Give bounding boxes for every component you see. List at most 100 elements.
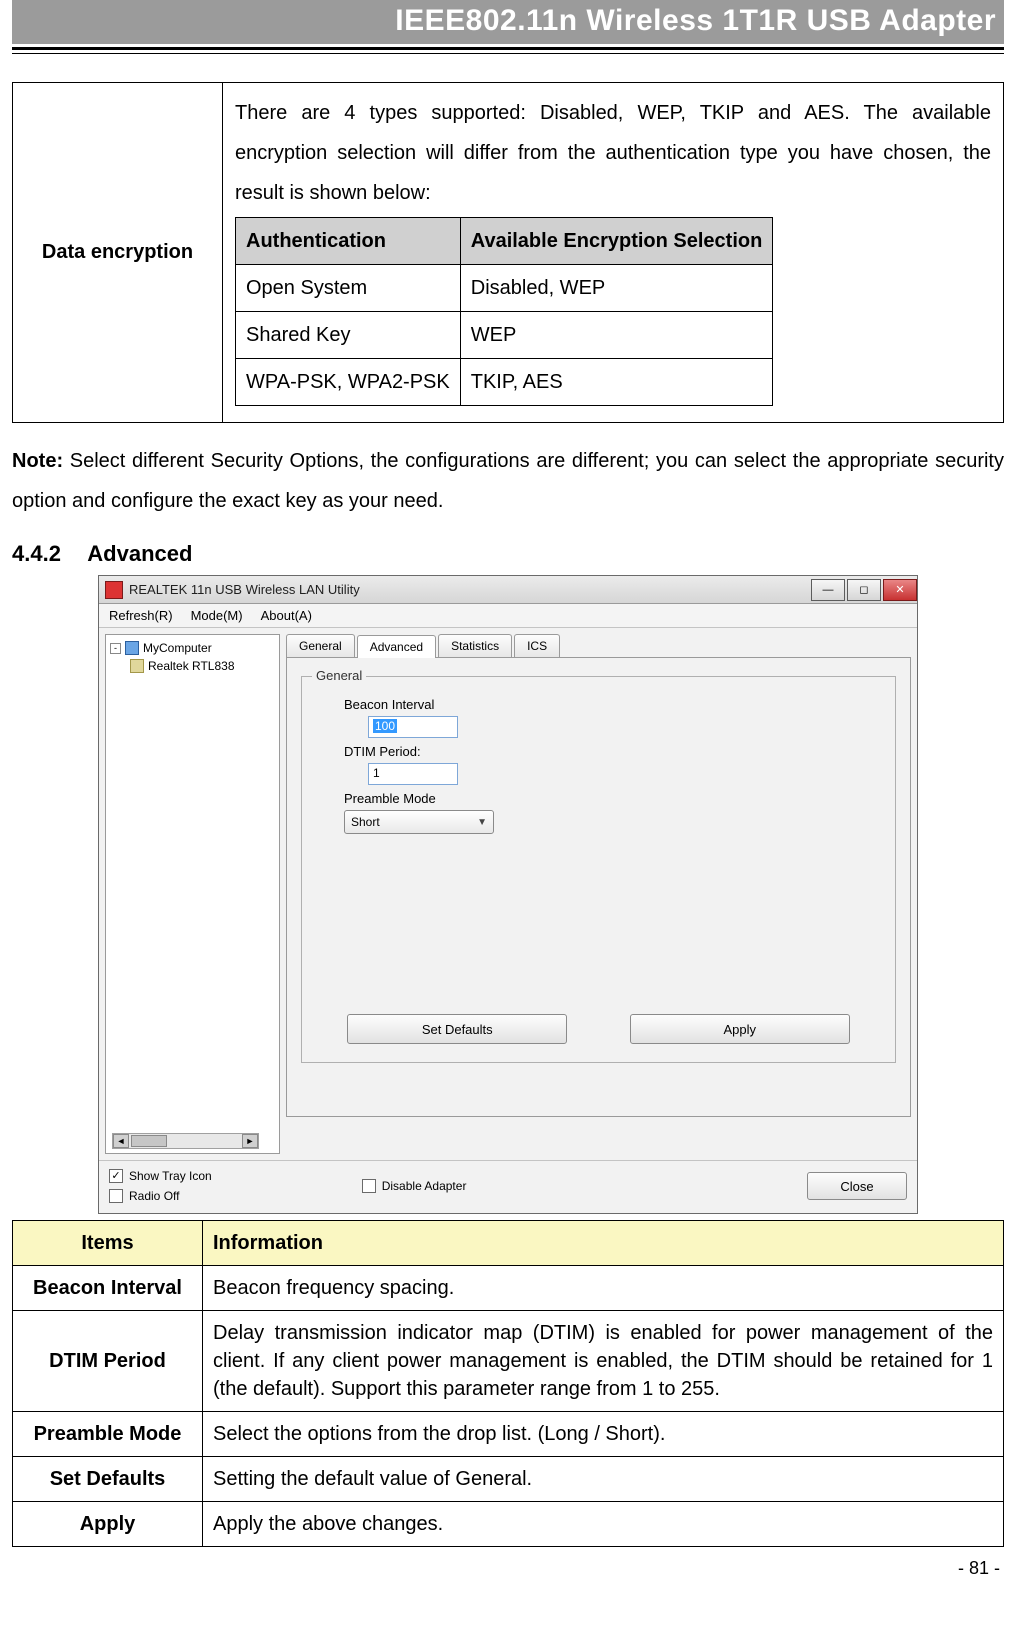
items-information-table: Items Information Beacon Interval Beacon… — [12, 1220, 1004, 1547]
enc-cell: TKIP, AES — [460, 359, 773, 406]
close-window-button[interactable]: ✕ — [883, 579, 917, 601]
preamble-mode-label: Preamble Mode — [344, 791, 881, 806]
encryption-header: Available Encryption Selection — [460, 218, 773, 265]
close-button[interactable]: Close — [807, 1172, 907, 1200]
information-header: Information — [203, 1221, 1004, 1266]
note-label: Note: — [12, 450, 63, 472]
checkbox-checked-icon: ✓ — [109, 1169, 123, 1183]
title-bar: REALTEK 11n USB Wireless LAN Utility — ◻… — [99, 576, 917, 604]
data-encryption-cell: There are 4 types supported: Disabled, W… — [223, 83, 1004, 423]
apply-button[interactable]: Apply — [630, 1014, 850, 1044]
tab-panel-advanced: General Beacon Interval 100 DTIM Period:… — [286, 657, 911, 1117]
page-number: - 81 - — [958, 1558, 1000, 1579]
computer-icon — [125, 641, 139, 655]
item-info: Setting the default value of General. — [203, 1457, 1004, 1502]
table-row: Shared Key WEP — [236, 312, 773, 359]
tab-ics[interactable]: ICS — [514, 634, 560, 657]
menu-mode[interactable]: Mode(M) — [191, 608, 243, 623]
tree-collapse-icon[interactable]: - — [110, 643, 121, 654]
tab-statistics[interactable]: Statistics — [438, 634, 512, 657]
table-row: Preamble Mode Select the options from th… — [13, 1412, 1004, 1457]
app-footer: ✓ Show Tray Icon Radio Off Disable Adapt… — [99, 1160, 917, 1213]
beacon-interval-value: 100 — [373, 719, 397, 733]
tab-advanced[interactable]: Advanced — [357, 635, 436, 658]
auth-cell: WPA-PSK, WPA2-PSK — [236, 359, 461, 406]
item-info: Apply the above changes. — [203, 1502, 1004, 1547]
dtim-period-value: 1 — [373, 766, 380, 780]
scroll-right-icon[interactable]: ► — [242, 1134, 258, 1148]
item-info: Select the options from the drop list. (… — [203, 1412, 1004, 1457]
table-row: Open System Disabled, WEP — [236, 265, 773, 312]
show-tray-checkbox[interactable]: ✓ Show Tray Icon — [109, 1169, 212, 1183]
tab-strip: General Advanced Statistics ICS — [286, 634, 911, 657]
set-defaults-button[interactable]: Set Defaults — [347, 1014, 567, 1044]
auth-encryption-table: Authentication Available Encryption Sele… — [235, 217, 773, 406]
menu-about[interactable]: About(A) — [261, 608, 312, 623]
beacon-interval-label: Beacon Interval — [344, 697, 881, 712]
enc-cell: WEP — [460, 312, 773, 359]
item-label: Preamble Mode — [13, 1412, 203, 1457]
app-window: REALTEK 11n USB Wireless LAN Utility — ◻… — [98, 575, 918, 1214]
show-tray-label: Show Tray Icon — [129, 1169, 212, 1183]
menu-bar: Refresh(R) Mode(M) About(A) — [99, 604, 917, 628]
items-header: Items — [13, 1221, 203, 1266]
section-title: Advanced — [87, 541, 192, 566]
document-title: IEEE802.11n Wireless 1T1R USB Adapter — [395, 4, 996, 37]
disable-adapter-label: Disable Adapter — [382, 1179, 467, 1193]
note-text: Select different Security Options, the c… — [12, 450, 1004, 512]
group-title: General — [312, 668, 366, 683]
table-row: Set Defaults Setting the default value o… — [13, 1457, 1004, 1502]
document-header: IEEE802.11n Wireless 1T1R USB Adapter — [12, 0, 1004, 44]
checkbox-icon — [362, 1179, 376, 1193]
header-rule-thin — [12, 52, 1004, 54]
adapter-icon — [130, 659, 144, 673]
auth-header: Authentication — [236, 218, 461, 265]
item-label: Set Defaults — [13, 1457, 203, 1502]
maximize-button[interactable]: ◻ — [847, 579, 881, 601]
app-icon — [105, 581, 123, 599]
item-info: Delay transmission indicator map (DTIM) … — [203, 1311, 1004, 1412]
table-row: WPA-PSK, WPA2-PSK TKIP, AES — [236, 359, 773, 406]
section-number: 4.4.2 — [12, 541, 82, 567]
tab-general[interactable]: General — [286, 634, 355, 657]
auth-cell: Shared Key — [236, 312, 461, 359]
radio-off-label: Radio Off — [129, 1189, 179, 1203]
preamble-mode-select[interactable]: Short ▼ — [344, 810, 494, 834]
scroll-thumb[interactable] — [131, 1135, 167, 1147]
tree-root-label: MyComputer — [143, 641, 212, 655]
tree-root-row[interactable]: - MyComputer — [108, 639, 277, 657]
general-group: General Beacon Interval 100 DTIM Period:… — [301, 676, 896, 1063]
table-row: Apply Apply the above changes. — [13, 1502, 1004, 1547]
dtim-period-input[interactable]: 1 — [368, 763, 458, 785]
item-label: Beacon Interval — [13, 1266, 203, 1311]
preamble-mode-value: Short — [351, 815, 380, 829]
tree-child-label: Realtek RTL838 — [148, 659, 235, 673]
main-pane: General Advanced Statistics ICS General … — [286, 634, 911, 1154]
item-label: Apply — [13, 1502, 203, 1547]
window-title: REALTEK 11n USB Wireless LAN Utility — [129, 582, 809, 597]
data-encryption-table: Data encryption There are 4 types suppor… — [12, 82, 1004, 423]
minimize-button[interactable]: — — [811, 579, 845, 601]
disable-adapter-checkbox[interactable]: Disable Adapter — [362, 1179, 467, 1193]
dtim-period-label: DTIM Period: — [344, 744, 881, 759]
note-paragraph: Note: Select different Security Options,… — [12, 441, 1004, 521]
beacon-interval-input[interactable]: 100 — [368, 716, 458, 738]
menu-refresh[interactable]: Refresh(R) — [109, 608, 173, 623]
item-label: DTIM Period — [13, 1311, 203, 1412]
radio-off-checkbox[interactable]: Radio Off — [109, 1189, 212, 1203]
tree-pane: - MyComputer Realtek RTL838 ◄ ► — [105, 634, 280, 1154]
item-info: Beacon frequency spacing. — [203, 1266, 1004, 1311]
enc-cell: Disabled, WEP — [460, 265, 773, 312]
checkbox-icon — [109, 1189, 123, 1203]
scroll-left-icon[interactable]: ◄ — [113, 1134, 129, 1148]
section-heading: 4.4.2 Advanced — [12, 541, 1004, 567]
data-encryption-description: There are 4 types supported: Disabled, W… — [235, 102, 991, 204]
data-encryption-label: Data encryption — [13, 83, 223, 423]
header-rule — [12, 47, 1004, 50]
tree-scrollbar[interactable]: ◄ ► — [112, 1133, 259, 1149]
tree-child-row[interactable]: Realtek RTL838 — [108, 657, 277, 675]
table-row: DTIM Period Delay transmission indicator… — [13, 1311, 1004, 1412]
auth-cell: Open System — [236, 265, 461, 312]
chevron-down-icon: ▼ — [477, 817, 487, 828]
table-row: Beacon Interval Beacon frequency spacing… — [13, 1266, 1004, 1311]
